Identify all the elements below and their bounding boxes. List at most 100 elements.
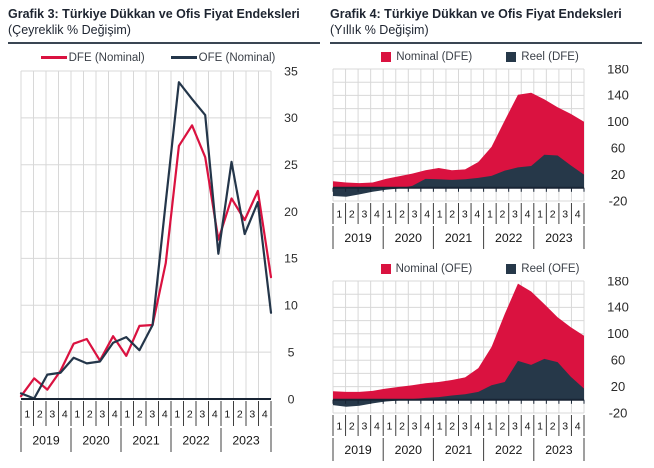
svg-text:1: 1 (24, 409, 30, 421)
svg-text:2: 2 (237, 409, 243, 421)
svg-text:10: 10 (284, 299, 298, 313)
grafik4-title: Grafik 4: Türkiye Dükkan ve Ofis Fiyat E… (330, 6, 632, 38)
svg-text:25: 25 (284, 158, 298, 172)
svg-text:3: 3 (562, 421, 568, 433)
svg-text:2021: 2021 (132, 434, 160, 448)
svg-text:4: 4 (424, 421, 430, 433)
nominal-dfe-swatch (381, 51, 392, 62)
svg-text:3: 3 (361, 209, 367, 221)
svg-text:2020: 2020 (82, 434, 110, 448)
svg-text:2: 2 (37, 409, 43, 421)
svg-text:4: 4 (575, 209, 581, 221)
svg-text:2: 2 (187, 409, 193, 421)
svg-text:30: 30 (284, 111, 298, 125)
svg-text:4: 4 (424, 209, 430, 221)
svg-text:1: 1 (487, 421, 493, 433)
legend-item-reel-dfe: Reel (DFE) (506, 51, 579, 63)
svg-text:2021: 2021 (445, 231, 473, 245)
svg-text:1: 1 (74, 409, 80, 421)
svg-text:3: 3 (199, 409, 205, 421)
legend-label: OFE (Nominal) (198, 51, 276, 64)
grafik3-panel: Grafik 3: Türkiye Dükkan ve Ofis Fiyat E… (8, 6, 326, 463)
svg-text:2022: 2022 (495, 443, 523, 457)
svg-text:3: 3 (512, 209, 518, 221)
svg-text:1: 1 (487, 209, 493, 221)
dfe-line-swatch (40, 56, 67, 59)
svg-text:2021: 2021 (445, 443, 473, 457)
svg-text:140: 140 (607, 300, 629, 315)
ofe-line-swatch (170, 56, 197, 59)
svg-text:2: 2 (399, 421, 405, 433)
svg-text:1: 1 (336, 209, 342, 221)
grafik4-title-bold: Grafik 4: Türkiye Dükkan ve Ofis Fiyat E… (330, 7, 622, 21)
svg-text:2019: 2019 (32, 434, 60, 448)
svg-text:3: 3 (249, 409, 255, 421)
svg-text:100: 100 (607, 114, 629, 129)
reel-dfe-swatch (506, 51, 517, 62)
svg-text:1: 1 (224, 409, 230, 421)
reel-ofe-swatch (506, 263, 517, 274)
svg-text:2: 2 (399, 209, 405, 221)
svg-text:4: 4 (474, 421, 480, 433)
svg-text:2022: 2022 (182, 434, 210, 448)
svg-text:3: 3 (462, 421, 468, 433)
legend-item-ofe-nominal: OFE (Nominal) (170, 51, 276, 64)
svg-text:1: 1 (124, 409, 130, 421)
svg-text:3: 3 (412, 209, 418, 221)
svg-text:3: 3 (462, 209, 468, 221)
grafik4-panel: Grafik 4: Türkiye Dükkan ve Ofis Fiyat E… (330, 6, 648, 468)
svg-text:4: 4 (575, 421, 581, 433)
grafik3-title-bold: Grafik 3: Türkiye Dükkan ve Ofis Fiyat E… (8, 7, 300, 21)
svg-text:20: 20 (611, 167, 625, 182)
svg-text:35: 35 (284, 66, 298, 78)
svg-text:3: 3 (99, 409, 105, 421)
svg-text:2: 2 (550, 209, 556, 221)
legend-item-nominal-dfe: Nominal (DFE) (381, 51, 472, 63)
svg-text:2022: 2022 (495, 231, 523, 245)
svg-text:140: 140 (607, 88, 629, 103)
svg-text:180: 180 (607, 277, 629, 288)
svg-text:2: 2 (349, 421, 355, 433)
svg-text:2023: 2023 (232, 434, 260, 448)
svg-text:2: 2 (349, 209, 355, 221)
svg-text:4: 4 (162, 409, 168, 421)
legend-label: Nominal (OFE) (395, 262, 473, 275)
grafik3-title: Grafik 3: Türkiye Dükkan ve Ofis Fiyat E… (8, 6, 310, 38)
svg-text:3: 3 (149, 409, 155, 421)
svg-text:2: 2 (550, 421, 556, 433)
grafik4-subtitle: (Yıllık % Değişim) (330, 23, 429, 37)
svg-text:2: 2 (87, 409, 93, 421)
grafik3-subtitle: (Çeyreklik % Değişim) (8, 23, 131, 37)
svg-text:3: 3 (412, 421, 418, 433)
svg-text:3: 3 (562, 209, 568, 221)
svg-text:4: 4 (525, 209, 531, 221)
svg-text:2023: 2023 (545, 443, 573, 457)
svg-text:2020: 2020 (395, 231, 423, 245)
svg-text:4: 4 (525, 421, 531, 433)
svg-text:5: 5 (288, 345, 295, 359)
svg-text:2019: 2019 (344, 231, 372, 245)
svg-text:2023: 2023 (545, 231, 573, 245)
svg-text:15: 15 (284, 252, 298, 266)
svg-text:-20: -20 (609, 193, 628, 208)
svg-text:4: 4 (374, 421, 380, 433)
svg-text:-20: -20 (609, 405, 628, 420)
legend-item-reel-ofe: Reel (OFE) (506, 263, 579, 275)
svg-text:2: 2 (449, 209, 455, 221)
legend-label: Reel (OFE) (521, 262, 580, 275)
svg-text:2: 2 (500, 421, 506, 433)
legend-item-dfe-nominal: DFE (Nominal) (40, 52, 145, 64)
svg-text:1: 1 (336, 421, 342, 433)
svg-text:1: 1 (387, 421, 393, 433)
grafik3-divider (8, 42, 320, 44)
svg-text:2: 2 (449, 421, 455, 433)
svg-text:1: 1 (437, 209, 443, 221)
svg-text:1: 1 (437, 421, 443, 433)
svg-text:60: 60 (611, 141, 625, 156)
grafik4-ofe-chart: -20 20 60 100 140 180 1 2 3 4 1 2 3 4 1 2 3 4 1 2 3 4 1 2 3 4 2019… (330, 273, 648, 468)
svg-text:4: 4 (374, 209, 380, 221)
svg-text:180: 180 (607, 65, 629, 76)
